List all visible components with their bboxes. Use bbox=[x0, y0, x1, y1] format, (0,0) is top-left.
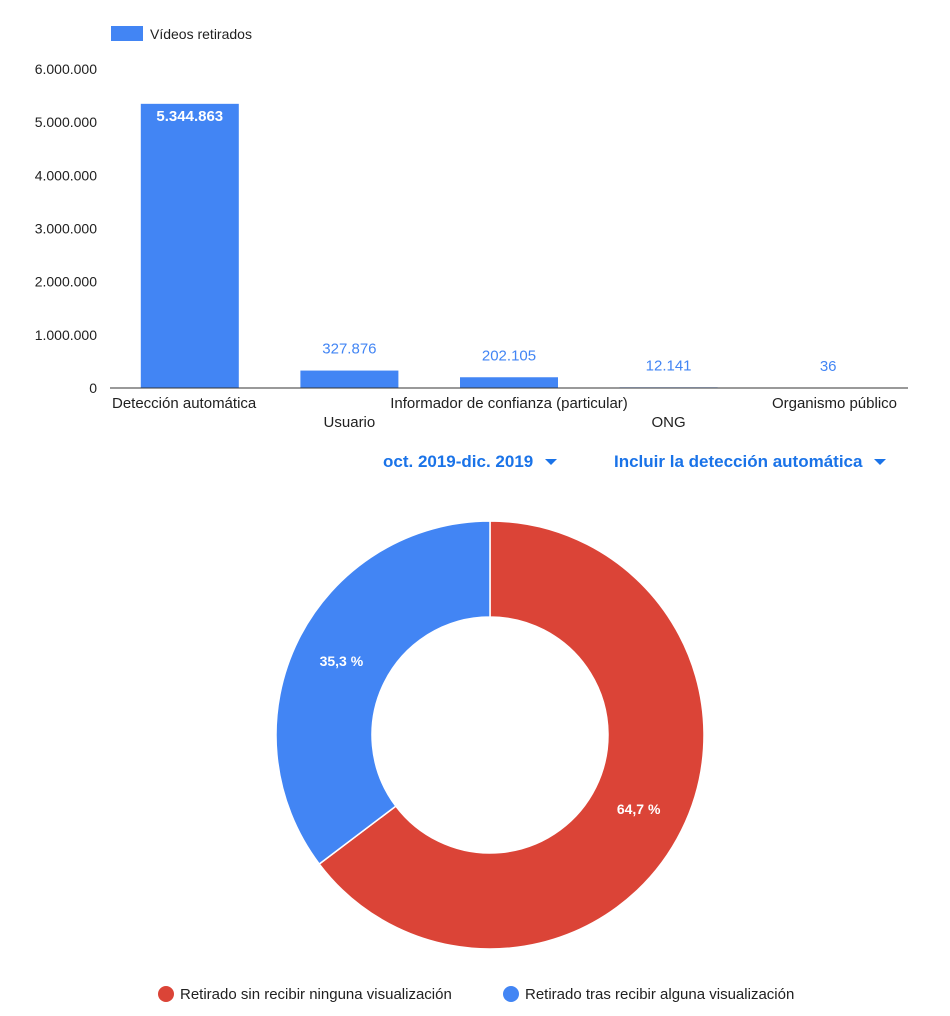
y-tick-label: 6.000.000 bbox=[35, 61, 97, 77]
x-tick-label: Usuario bbox=[324, 414, 376, 431]
period-dropdown[interactable]: oct. 2019-dic. 2019 bbox=[383, 452, 558, 472]
legend-item: Retirado tras recibir alguna visualizaci… bbox=[503, 986, 794, 1003]
bar-chart: Vídeos retirados 0 1.000.000 2.000.000 3.00… bbox=[35, 26, 908, 431]
donut-chart: 64,7 % 35,3 % Retirado sin recibir ningun… bbox=[158, 520, 794, 1003]
x-axis: Detección automática Usuario Informador de… bbox=[110, 387, 908, 431]
bar bbox=[140, 103, 239, 388]
legend-dot bbox=[158, 986, 174, 1002]
donut-slices: 64,7 % 35,3 % bbox=[275, 520, 705, 950]
donut-slice-label: 64,7 % bbox=[617, 801, 661, 817]
y-tick-label: 5.000.000 bbox=[35, 114, 97, 130]
legend-label: Retirado tras recibir alguna visualizaci… bbox=[525, 986, 794, 1003]
bar-value-label: 12.141 bbox=[646, 357, 692, 374]
legend-swatch bbox=[111, 26, 143, 41]
donut-legend: Retirado sin recibir ninguna visualizaci… bbox=[158, 986, 794, 1003]
bar-value-label: 327.876 bbox=[322, 341, 376, 358]
bar-value-label: 5.344.863 bbox=[156, 108, 223, 125]
y-tick-label: 4.000.000 bbox=[35, 167, 97, 183]
bars: 5.344.863 327.876 202.105 12.141 36 bbox=[140, 103, 878, 388]
x-tick-label: Informador de confianza (particular) bbox=[390, 395, 628, 412]
y-tick-label: 3.000.000 bbox=[35, 221, 97, 237]
bar-value-label: 36 bbox=[820, 358, 837, 375]
bar-value-label: 202.105 bbox=[482, 347, 536, 364]
chevron-down-icon bbox=[545, 459, 558, 465]
y-tick-label: 0 bbox=[89, 380, 97, 396]
chevron-down-icon bbox=[874, 459, 887, 465]
bar bbox=[300, 370, 399, 388]
legend-dot bbox=[503, 986, 519, 1002]
period-dropdown-label: oct. 2019-dic. 2019 bbox=[383, 452, 534, 471]
legend-label: Retirado sin recibir ninguna visualizaci… bbox=[180, 986, 452, 1003]
donut-slice-label: 35,3 % bbox=[320, 653, 364, 669]
bar-legend: Vídeos retirados bbox=[111, 26, 252, 42]
x-tick-label: Detección automática bbox=[112, 395, 257, 412]
legend-label: Vídeos retirados bbox=[150, 26, 252, 42]
donut-slice bbox=[275, 520, 491, 866]
detection-dropdown-label: Incluir la detección automática bbox=[614, 452, 863, 471]
legend-item: Retirado sin recibir ninguna visualizaci… bbox=[158, 986, 452, 1003]
y-tick-label: 2.000.000 bbox=[35, 274, 97, 290]
bar bbox=[460, 377, 558, 388]
donut-slice bbox=[318, 520, 705, 950]
x-tick-label: ONG bbox=[652, 414, 686, 431]
y-axis: 0 1.000.000 2.000.000 3.000.000 4.000.000 5.0… bbox=[35, 61, 98, 396]
filters-bar: oct. 2019-dic. 2019 Incluir la detección… bbox=[0, 452, 950, 484]
detection-dropdown[interactable]: Incluir la detección automática bbox=[614, 452, 887, 472]
x-tick-label: Organismo público bbox=[772, 395, 897, 412]
y-tick-label: 1.000.000 bbox=[35, 327, 97, 343]
